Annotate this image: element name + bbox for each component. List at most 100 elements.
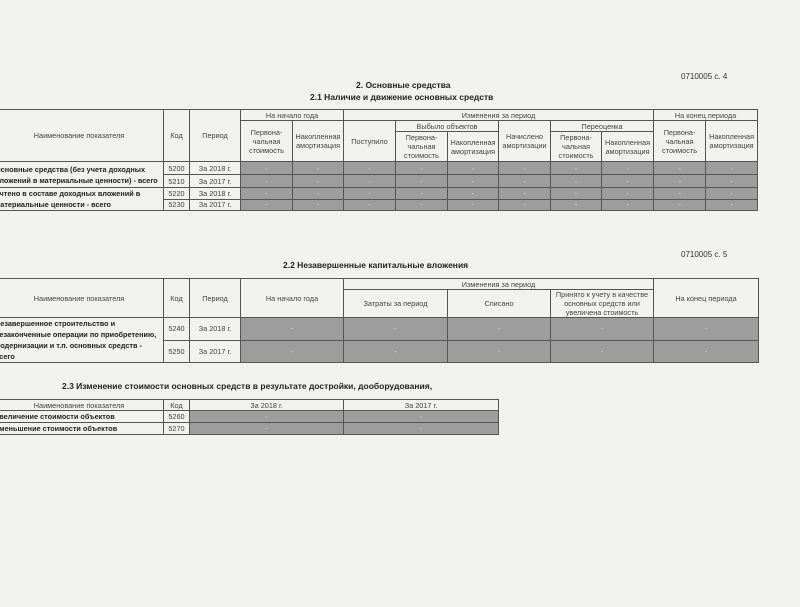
value-cell: -	[705, 198, 759, 211]
row-period: За 2017 г.	[189, 198, 241, 211]
value-cell: -	[550, 317, 654, 341]
row-code: 5230	[163, 198, 190, 211]
value-cell: -	[291, 174, 345, 188]
row-code: 5200	[163, 161, 190, 175]
header-initial: Первона-чальная стоимость	[395, 131, 449, 162]
value-cell: -	[705, 187, 759, 200]
section-title: 2.3 Изменение стоимости основных средств…	[62, 381, 433, 391]
value-cell: -	[395, 187, 449, 200]
value-cell: -	[653, 198, 707, 211]
value-cell: -	[653, 161, 707, 175]
value-cell: -	[653, 187, 707, 200]
fixed-assets-table: Наименование показателя Код Период На на…	[0, 109, 759, 211]
header-end: На конец периода	[653, 109, 759, 121]
value-cell: -	[395, 161, 449, 175]
value-cell: -	[395, 198, 449, 211]
value-cell: -	[498, 187, 552, 200]
row-period: За 2017 г.	[189, 174, 241, 188]
value-cell: -	[601, 187, 655, 200]
value-cell: -	[705, 174, 759, 188]
value-cell: -	[550, 198, 603, 211]
value-cell: -	[189, 422, 344, 435]
row-code: 5240	[163, 317, 190, 341]
header-start: На начало года	[239, 109, 345, 121]
header-depr: Накопленная амортизация	[291, 120, 345, 162]
value-cell: -	[550, 161, 603, 175]
value-cell: -	[447, 198, 500, 211]
header-code: Код	[163, 109, 190, 162]
value-cell: -	[343, 198, 397, 211]
value-cell: -	[550, 339, 654, 363]
value-cell: -	[343, 187, 397, 200]
value-cell: -	[498, 198, 552, 211]
header-name: Наименование показателя	[0, 399, 164, 411]
row-code: 5260	[163, 410, 190, 423]
header-retired: Выбыло объектов	[395, 120, 500, 132]
section-subtitle: 2.1 Наличие и движение основных средств	[310, 92, 494, 102]
value-cell: -	[653, 174, 707, 188]
value-cell: -	[601, 161, 655, 175]
value-cell: -	[705, 161, 759, 175]
value-cell: -	[395, 174, 449, 188]
value-cell: -	[447, 187, 500, 200]
value-cell: -	[653, 317, 759, 341]
row-name: Учтено в составе доходных вложений в мат…	[0, 187, 164, 211]
construction-in-progress-table: Наименование показателя Код Период На на…	[0, 278, 759, 363]
value-cell: -	[240, 339, 344, 363]
table-row: Учтено в составе доходных вложений в мат…	[0, 187, 759, 211]
value-cell: -	[498, 174, 552, 188]
value-cell: -	[447, 339, 551, 363]
table-row: Увеличение стоимости объектов 5260- -	[0, 410, 499, 423]
table-row: 5250 За 2017 г. - - - - -	[0, 339, 759, 363]
header-start: На начало года	[240, 278, 344, 318]
value-cell: -	[653, 339, 759, 363]
section-title: 2.2 Незавершенные капитальные вложения	[283, 260, 469, 270]
header-received: Поступило	[343, 120, 397, 162]
header-initial: Первона-чальная стоимость	[550, 131, 603, 162]
header-depr: Накопленная амортизация	[705, 120, 759, 162]
value-cell: -	[343, 339, 448, 363]
header-depr: Накопленная амортизация	[601, 131, 655, 162]
header-2018: За 2018 г.	[189, 399, 344, 411]
value-cell: -	[343, 161, 397, 175]
form-page-code: 0710005 с. 5	[681, 250, 728, 259]
value-cell: -	[291, 187, 345, 200]
value-change-table: Наименование показателя Код За 2018 г. З…	[0, 399, 499, 435]
header-revaluation: Переоценка	[550, 120, 655, 132]
row-name: Увеличение стоимости объектов	[0, 410, 164, 423]
value-cell: -	[550, 187, 603, 200]
row-period: За 2017 г.	[189, 339, 241, 363]
value-cell: -	[240, 198, 293, 211]
value-cell: -	[343, 317, 448, 341]
row-name: Основные средства (без учета доходных вл…	[0, 161, 164, 188]
header-end: На конец периода	[653, 278, 759, 318]
header-changes: Изменения за период	[343, 278, 654, 290]
table-row: 5230 За 2017 г. - - - - - - - - - -	[0, 198, 759, 211]
value-cell: -	[447, 174, 500, 188]
value-cell: -	[343, 174, 397, 188]
row-period: За 2018 г.	[189, 317, 241, 341]
value-cell: -	[291, 198, 345, 211]
value-cell: -	[240, 161, 293, 175]
header-name: Наименование показателя	[0, 278, 164, 318]
value-cell: -	[240, 187, 293, 200]
header-period: Период	[189, 109, 241, 162]
row-name: Уменьшение стоимости объектов	[0, 422, 164, 435]
value-cell: -	[498, 161, 552, 175]
table-row: Основные средства (без учета доходных вл…	[0, 161, 759, 188]
header-2017: За 2017 г.	[343, 399, 499, 411]
header-name: Наименование показателя	[0, 109, 164, 162]
header-accepted: Принято к учету в качестве основных сред…	[550, 289, 654, 318]
value-cell: -	[601, 198, 655, 211]
header-code: Код	[163, 399, 190, 411]
header-written-off: Списано	[447, 289, 551, 318]
value-cell: -	[447, 317, 551, 341]
header-period: Период	[189, 278, 241, 318]
value-cell: -	[550, 174, 603, 188]
row-code: 5270	[163, 422, 190, 435]
row-period: За 2018 г.	[189, 187, 241, 200]
row-period: За 2018 г.	[189, 161, 241, 175]
row-code: 5250	[163, 339, 190, 363]
value-cell: -	[343, 410, 499, 423]
header-initial: Первона-чальная стоимость	[240, 120, 293, 162]
